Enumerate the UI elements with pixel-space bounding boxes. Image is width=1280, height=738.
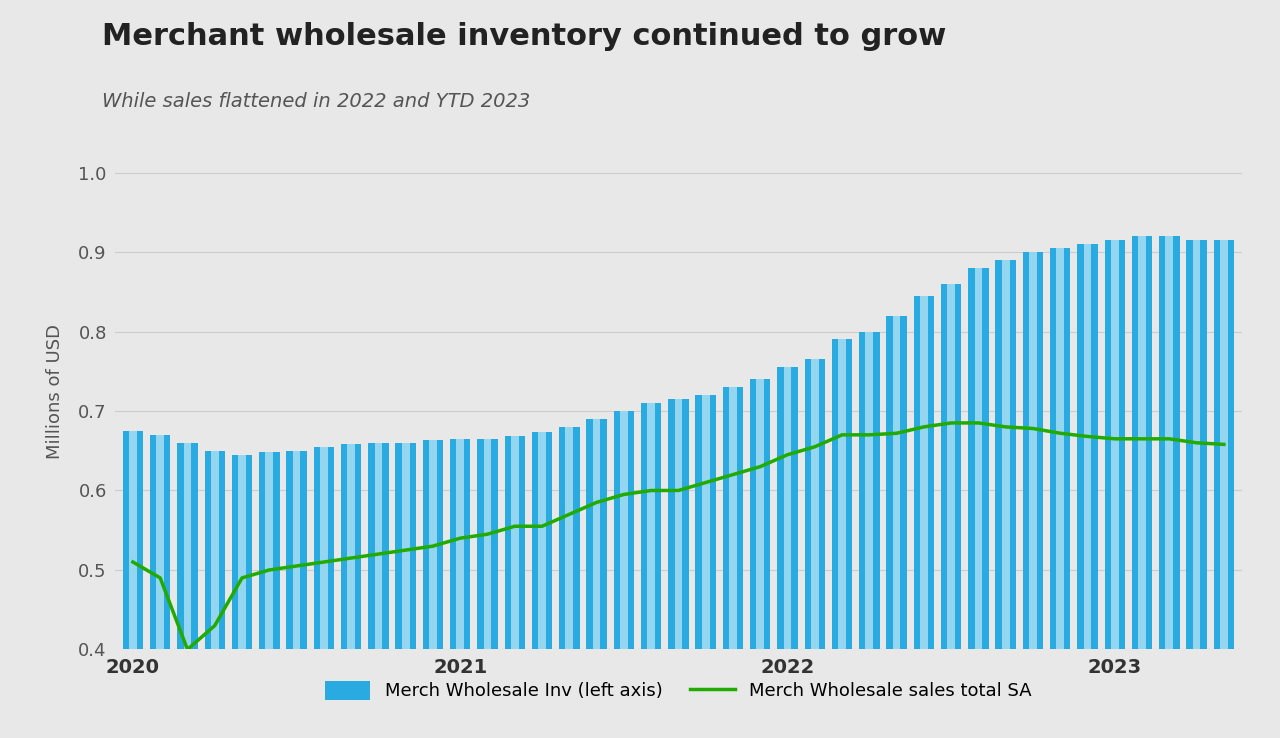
- Bar: [812, 359, 819, 738]
- Bar: [1138, 236, 1146, 738]
- Bar: [892, 316, 900, 738]
- Bar: [238, 455, 246, 738]
- Bar: [941, 284, 961, 738]
- Bar: [695, 395, 716, 738]
- Bar: [484, 439, 492, 738]
- Bar: [613, 411, 634, 738]
- Bar: [320, 446, 328, 738]
- Bar: [756, 379, 764, 738]
- Bar: [838, 339, 846, 738]
- Bar: [730, 387, 737, 738]
- Bar: [369, 443, 389, 738]
- Bar: [750, 379, 771, 738]
- Bar: [265, 452, 273, 738]
- Bar: [205, 451, 225, 738]
- Bar: [347, 444, 355, 738]
- Bar: [859, 331, 879, 738]
- Bar: [620, 411, 627, 738]
- Bar: [586, 419, 607, 738]
- Bar: [783, 368, 791, 738]
- Bar: [1165, 236, 1174, 738]
- Bar: [559, 427, 580, 738]
- Bar: [1160, 236, 1180, 738]
- Bar: [375, 443, 383, 738]
- Bar: [920, 296, 928, 738]
- Bar: [996, 260, 1016, 738]
- Bar: [314, 446, 334, 738]
- Legend: Merch Wholesale Inv (left axis), Merch Wholesale sales total SA: Merch Wholesale Inv (left axis), Merch W…: [317, 674, 1039, 708]
- Bar: [538, 432, 545, 738]
- Bar: [593, 419, 600, 738]
- Bar: [293, 451, 301, 738]
- Bar: [1029, 252, 1037, 738]
- Bar: [477, 439, 498, 738]
- Bar: [914, 296, 934, 738]
- Bar: [1220, 240, 1228, 738]
- Bar: [1084, 244, 1092, 738]
- Bar: [1056, 248, 1064, 738]
- Bar: [287, 451, 307, 738]
- Bar: [1105, 240, 1125, 738]
- Bar: [1193, 240, 1201, 738]
- Bar: [451, 439, 471, 738]
- Bar: [1023, 252, 1043, 738]
- Bar: [177, 443, 197, 738]
- Bar: [947, 284, 955, 738]
- Bar: [129, 431, 137, 738]
- Bar: [259, 452, 279, 738]
- Bar: [1132, 236, 1152, 738]
- Bar: [968, 268, 988, 738]
- Bar: [832, 339, 852, 738]
- Bar: [429, 441, 436, 738]
- Bar: [511, 436, 518, 738]
- Bar: [777, 368, 797, 738]
- Bar: [641, 403, 662, 738]
- Bar: [566, 427, 573, 738]
- Bar: [232, 455, 252, 738]
- Bar: [723, 387, 744, 738]
- Bar: [865, 331, 873, 738]
- Bar: [805, 359, 826, 738]
- Bar: [701, 395, 709, 738]
- Bar: [183, 443, 192, 738]
- Bar: [156, 435, 164, 738]
- Bar: [1111, 240, 1119, 738]
- Bar: [675, 399, 682, 738]
- Bar: [396, 443, 416, 738]
- Bar: [211, 451, 219, 738]
- Bar: [1187, 240, 1207, 738]
- Bar: [1078, 244, 1098, 738]
- Bar: [457, 439, 465, 738]
- Bar: [123, 431, 143, 738]
- Bar: [974, 268, 982, 738]
- Bar: [1002, 260, 1010, 738]
- Bar: [531, 432, 552, 738]
- Y-axis label: Millions of USD: Millions of USD: [46, 324, 64, 458]
- Bar: [504, 436, 525, 738]
- Bar: [150, 435, 170, 738]
- Bar: [668, 399, 689, 738]
- Bar: [422, 441, 443, 738]
- Text: While sales flattened in 2022 and YTD 2023: While sales flattened in 2022 and YTD 20…: [102, 92, 531, 111]
- Text: Merchant wholesale inventory continued to grow: Merchant wholesale inventory continued t…: [102, 22, 947, 51]
- Bar: [340, 444, 361, 738]
- Bar: [648, 403, 655, 738]
- Bar: [1213, 240, 1234, 738]
- Bar: [1050, 248, 1070, 738]
- Bar: [402, 443, 410, 738]
- Bar: [886, 316, 906, 738]
